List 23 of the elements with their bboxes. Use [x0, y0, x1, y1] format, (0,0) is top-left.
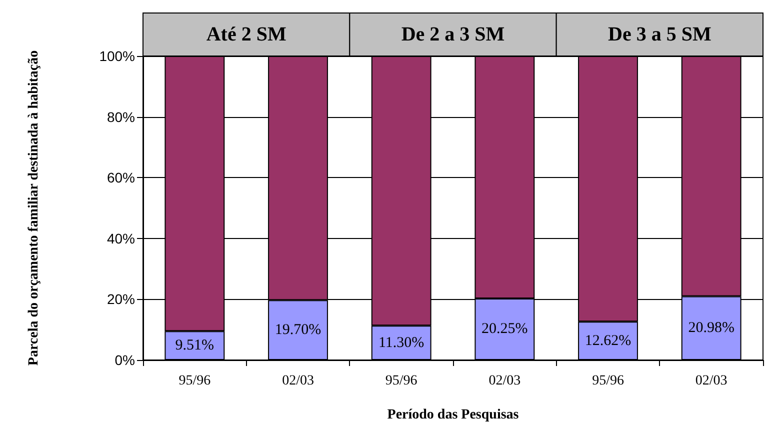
x-tick-label: 02/03 — [695, 374, 728, 388]
text: De 2 a 3 SM — [401, 24, 505, 46]
text: Até 2 SM — [206, 24, 286, 46]
data-label: 19.70% — [274, 322, 322, 338]
y-axis-title: Parcela do orçamento familiar destinada à habitação — [26, 50, 42, 366]
x-tick-label: 95/96 — [178, 374, 211, 388]
x-tick-label: 02/03 — [488, 374, 521, 388]
data-label: 11.30% — [378, 334, 424, 351]
data-label: 9.51% — [175, 338, 214, 354]
x-tick-label: 95/96 — [385, 374, 418, 388]
x-tick-label: 95/96 — [592, 374, 624, 388]
data-label: 20.98% — [688, 320, 734, 336]
data-label: 20.25% — [482, 321, 528, 338]
y-tick-label: 40% — [106, 230, 135, 246]
y-tick-label: 60% — [106, 170, 135, 186]
y-tick-label: 0% — [114, 352, 135, 368]
text: De 3 a 5 SM — [608, 24, 712, 46]
data-label: 12.62% — [584, 332, 632, 349]
y-tick-label: 80% — [106, 108, 135, 125]
x-axis-title: Período das Pesquisas — [387, 408, 520, 422]
y-tick-label: 20% — [106, 291, 135, 308]
y-tick-label: 100% — [99, 48, 135, 64]
x-tick-label: 02/03 — [282, 374, 314, 388]
